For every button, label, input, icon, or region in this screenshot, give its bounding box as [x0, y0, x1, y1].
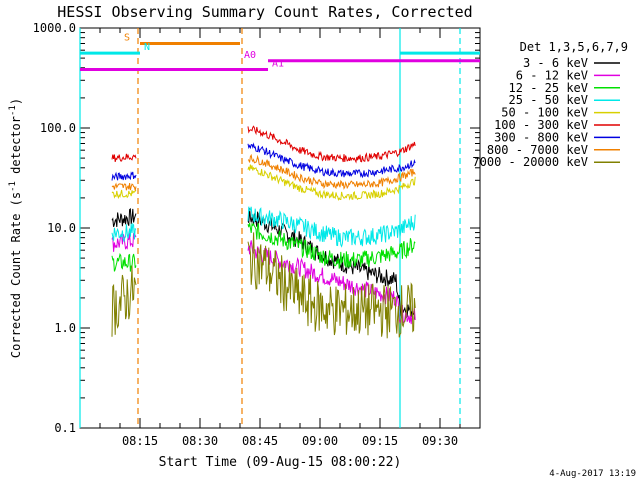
footer-date: 4-Aug-2017 13:19	[549, 469, 636, 479]
y-tick-label: 100.0	[40, 121, 76, 135]
series-line	[247, 208, 416, 321]
legend-label: 6 - 12 keV	[516, 68, 588, 82]
y-axis-label-part2: detector	[9, 116, 23, 181]
y-axis-ticks: 0.1 1.0 10.0 100.0 1000.0	[33, 21, 480, 435]
series-lines	[111, 125, 416, 339]
legend-label: 7000 - 20000 keV	[472, 155, 588, 169]
legend-label: 800 - 7000 keV	[487, 143, 588, 157]
series-line	[111, 265, 137, 337]
x-tick-label: 08:15	[122, 434, 158, 448]
series-line	[111, 182, 137, 191]
series-line	[111, 153, 137, 163]
series-line	[247, 164, 416, 201]
legend-label: 3 - 6 keV	[523, 56, 588, 70]
series-line	[247, 222, 416, 269]
plot-frame	[79, 27, 481, 429]
attenuator-flag-bars: S N A0 A1	[80, 32, 480, 71]
y-axis-label-sup2: -1	[8, 105, 18, 116]
series-line	[111, 222, 137, 243]
y-axis-label-sup1: -1	[8, 181, 18, 192]
legend-label: 300 - 800 keV	[494, 130, 588, 144]
x-axis-label: Start Time (09-Aug-15 08:00:22)	[159, 455, 402, 470]
x-tick-label: 09:15	[362, 434, 398, 448]
series-line	[247, 206, 416, 248]
y-tick-label: 1.0	[54, 321, 76, 335]
legend-label: 50 - 100 keV	[501, 106, 588, 120]
flag-label: A0	[244, 50, 256, 61]
x-tick-label: 09:30	[422, 434, 458, 448]
x-tick-label: 08:30	[182, 434, 218, 448]
x-axis-ticks: 08:15 08:30 08:45 09:00 09:15 09:30	[99, 28, 461, 448]
chart-title: HESSI Observing Summary Count Rates, Cor…	[57, 3, 472, 21]
flag-label: S	[124, 32, 130, 43]
series-line	[111, 232, 137, 252]
flag-label: N	[144, 42, 150, 53]
y-axis-label-part3: )	[9, 98, 23, 105]
legend-title: Det 1,3,5,6,7,9	[520, 40, 628, 54]
y-axis-label: Corrected Count Rate (s-1 detector-1)	[8, 98, 23, 358]
y-axis-label-part1: Corrected Count Rate (s	[9, 192, 23, 358]
series-line	[247, 142, 416, 179]
legend-label: 25 - 50 keV	[509, 93, 588, 107]
flag-label: A1	[272, 58, 284, 69]
series-line	[111, 208, 137, 228]
series-line	[247, 232, 416, 339]
legend-label: 12 - 25 keV	[509, 81, 588, 95]
series-line	[111, 189, 137, 200]
legend-label: 100 - 300 keV	[494, 118, 588, 132]
y-tick-label: 10.0	[47, 221, 76, 235]
x-tick-label: 09:00	[302, 434, 338, 448]
x-tick-label: 08:45	[242, 434, 278, 448]
series-line	[111, 171, 137, 181]
vertical-markers	[79, 28, 461, 428]
series-line	[247, 125, 416, 164]
y-tick-label: 1000.0	[33, 21, 76, 35]
series-line	[247, 153, 416, 190]
y-tick-label: 0.1	[54, 421, 76, 435]
